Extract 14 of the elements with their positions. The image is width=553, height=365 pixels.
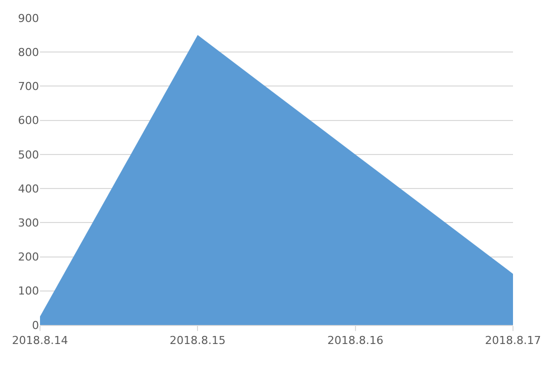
y-tick-label: 300 <box>18 216 39 230</box>
y-tick-label: 0 <box>32 318 39 332</box>
x-tick-label: 2018.8.15 <box>170 334 226 348</box>
y-tick-label: 200 <box>18 250 39 264</box>
y-tick-label: 900 <box>18 12 39 25</box>
y-tick-label: 100 <box>18 284 39 298</box>
x-tick-label: 2018.8.14 <box>12 334 68 348</box>
y-tick-label: 800 <box>18 46 39 59</box>
x-tick-label: 2018.8.16 <box>327 334 384 348</box>
x-tick-label: 2018.8.17 <box>485 334 541 348</box>
y-tick-label: 500 <box>18 148 39 162</box>
y-tick-label: 400 <box>18 182 39 196</box>
y-tick-label: 700 <box>18 80 39 94</box>
y-tick-label: 600 <box>18 114 39 128</box>
